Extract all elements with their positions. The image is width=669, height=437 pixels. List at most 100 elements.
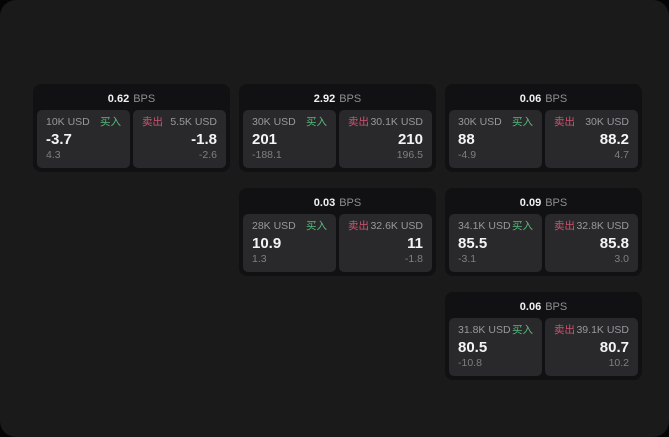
sell-side-label: 卖出: [142, 116, 163, 128]
buy-quote-tile[interactable]: 31.8K USD 买入 80.5 -10.8: [449, 318, 542, 376]
sell-notional-amount: 30.1K USD: [370, 116, 423, 128]
sell-quote-tile[interactable]: 卖出 39.1K USD 80.7 10.2: [545, 318, 638, 376]
sell-quote-tile[interactable]: 卖出 32.6K USD 11 -1.8: [339, 214, 432, 272]
sell-side-label: 卖出: [554, 324, 575, 336]
quote-panels: 10K USD 买入 -3.7 4.3 卖出 5.5K USD -1.8 -2.…: [37, 110, 226, 168]
spread-bps-value: 0.03: [313, 196, 336, 209]
sell-notional-amount: 39.1K USD: [576, 324, 629, 336]
buy-quote-tile[interactable]: 34.1K USD 买入 85.5 -3.1: [449, 214, 542, 272]
quote-panels: 30K USD 买入 88 -4.9 卖出 30K USD 88.2 4.7: [449, 110, 638, 168]
sell-sub-value: 196.5: [396, 149, 423, 161]
sell-tile-top-row: 卖出 39.1K USD: [554, 324, 629, 337]
sell-price-value: 85.8: [599, 234, 629, 252]
buy-price-value: 10.9: [252, 234, 282, 252]
buy-tile-top-row: 30K USD 买入: [458, 116, 533, 129]
quote-card-header: 0.03 BPS: [243, 192, 432, 214]
sell-side-label: 卖出: [554, 220, 575, 232]
quote-card: 0.06 BPS 30K USD 买入 88 -4.9 卖出 30K USD 8…: [445, 84, 642, 172]
quote-card-header: 0.06 BPS: [449, 88, 638, 110]
buy-quote-tile[interactable]: 30K USD 买入 88 -4.9: [449, 110, 542, 168]
buy-side-label: 买入: [512, 220, 533, 232]
sell-quote-tile[interactable]: 卖出 30.1K USD 210 196.5: [339, 110, 432, 168]
buy-side-label: 买入: [100, 116, 121, 128]
bps-unit-label: BPS: [545, 300, 568, 313]
sell-side-label: 卖出: [554, 116, 575, 128]
spread-bps-value: 2.92: [313, 92, 336, 105]
sell-tile-top-row: 卖出 32.8K USD: [554, 220, 629, 233]
buy-side-label: 买入: [306, 116, 327, 128]
quote-card: 2.92 BPS 30K USD 买入 201 -188.1 卖出 30.1K …: [239, 84, 436, 172]
buy-notional-amount: 30K USD: [252, 116, 296, 128]
quote-card: 0.09 BPS 34.1K USD 买入 85.5 -3.1 卖出 32.8K…: [445, 188, 642, 276]
sell-sub-value: 3.0: [614, 253, 629, 265]
sell-sub-value: -2.6: [198, 149, 217, 161]
buy-notional-amount: 31.8K USD: [458, 324, 511, 336]
sell-quote-tile[interactable]: 卖出 5.5K USD -1.8 -2.6: [133, 110, 226, 168]
buy-tile-top-row: 10K USD 买入: [46, 116, 121, 129]
buy-sub-value: 4.3: [46, 149, 61, 161]
sell-notional-amount: 30K USD: [585, 116, 629, 128]
sell-notional-amount: 32.6K USD: [370, 220, 423, 232]
sell-price-value: 88.2: [599, 130, 629, 148]
quote-card: 0.06 BPS 31.8K USD 买入 80.5 -10.8 卖出 39.1…: [445, 292, 642, 380]
buy-notional-amount: 34.1K USD: [458, 220, 511, 232]
bps-unit-label: BPS: [545, 196, 568, 209]
sell-price-value: 11: [407, 234, 423, 252]
spread-bps-value: 0.06: [519, 300, 542, 313]
sell-quote-tile[interactable]: 卖出 30K USD 88.2 4.7: [545, 110, 638, 168]
sell-price-value: 80.7: [599, 338, 629, 356]
buy-price-value: 80.5: [458, 338, 488, 356]
quote-panels: 34.1K USD 买入 85.5 -3.1 卖出 32.8K USD 85.8…: [449, 214, 638, 272]
quote-card: 0.03 BPS 28K USD 买入 10.9 1.3 卖出 32.6K US…: [239, 188, 436, 276]
sell-price-value: -1.8: [191, 130, 217, 148]
sell-quote-tile[interactable]: 卖出 32.8K USD 85.8 3.0: [545, 214, 638, 272]
quote-panels: 31.8K USD 买入 80.5 -10.8 卖出 39.1K USD 80.…: [449, 318, 638, 376]
quote-card-header: 2.92 BPS: [243, 88, 432, 110]
buy-quote-tile[interactable]: 30K USD 买入 201 -188.1: [243, 110, 336, 168]
buy-price-value: 201: [252, 130, 278, 148]
sell-side-label: 卖出: [348, 220, 369, 232]
buy-sub-value: -10.8: [458, 357, 482, 369]
quote-panels: 28K USD 买入 10.9 1.3 卖出 32.6K USD 11 -1.8: [243, 214, 432, 272]
sell-side-label: 卖出: [348, 116, 369, 128]
buy-sub-value: 1.3: [252, 253, 267, 265]
sell-sub-value: -1.8: [404, 253, 423, 265]
bps-unit-label: BPS: [545, 92, 568, 105]
buy-tile-top-row: 34.1K USD 买入: [458, 220, 533, 233]
buy-side-label: 买入: [512, 116, 533, 128]
sell-notional-amount: 5.5K USD: [170, 116, 217, 128]
buy-tile-top-row: 31.8K USD 买入: [458, 324, 533, 337]
quote-card-header: 0.06 BPS: [449, 296, 638, 318]
buy-side-label: 买入: [306, 220, 327, 232]
sell-tile-top-row: 卖出 5.5K USD: [142, 116, 217, 129]
buy-notional-amount: 30K USD: [458, 116, 502, 128]
sell-notional-amount: 32.8K USD: [576, 220, 629, 232]
spread-bps-value: 0.09: [519, 196, 542, 209]
quote-card-header: 0.62 BPS: [37, 88, 226, 110]
buy-sub-value: -3.1: [458, 253, 477, 265]
buy-quote-tile[interactable]: 10K USD 买入 -3.7 4.3: [37, 110, 130, 168]
sell-price-value: 210: [397, 130, 423, 148]
sell-sub-value: 4.7: [614, 149, 629, 161]
bps-unit-label: BPS: [339, 92, 362, 105]
buy-price-value: -3.7: [46, 130, 72, 148]
buy-sub-value: -4.9: [458, 149, 477, 161]
spread-bps-value: 0.06: [519, 92, 542, 105]
quotes-grid: 0.62 BPS 10K USD 买入 -3.7 4.3 卖出 5.5K USD…: [33, 84, 642, 380]
bps-unit-label: BPS: [133, 92, 156, 105]
buy-tile-top-row: 30K USD 买入: [252, 116, 327, 129]
bps-unit-label: BPS: [339, 196, 362, 209]
quote-card: 0.62 BPS 10K USD 买入 -3.7 4.3 卖出 5.5K USD…: [33, 84, 230, 172]
buy-side-label: 买入: [512, 324, 533, 336]
buy-price-value: 88: [458, 130, 475, 148]
quote-panels: 30K USD 买入 201 -188.1 卖出 30.1K USD 210 1…: [243, 110, 432, 168]
sell-tile-top-row: 卖出 30.1K USD: [348, 116, 423, 129]
sell-tile-top-row: 卖出 32.6K USD: [348, 220, 423, 233]
buy-tile-top-row: 28K USD 买入: [252, 220, 327, 233]
buy-notional-amount: 28K USD: [252, 220, 296, 232]
sell-tile-top-row: 卖出 30K USD: [554, 116, 629, 129]
quote-card-header: 0.09 BPS: [449, 192, 638, 214]
buy-quote-tile[interactable]: 28K USD 买入 10.9 1.3: [243, 214, 336, 272]
sell-sub-value: 10.2: [608, 357, 629, 369]
